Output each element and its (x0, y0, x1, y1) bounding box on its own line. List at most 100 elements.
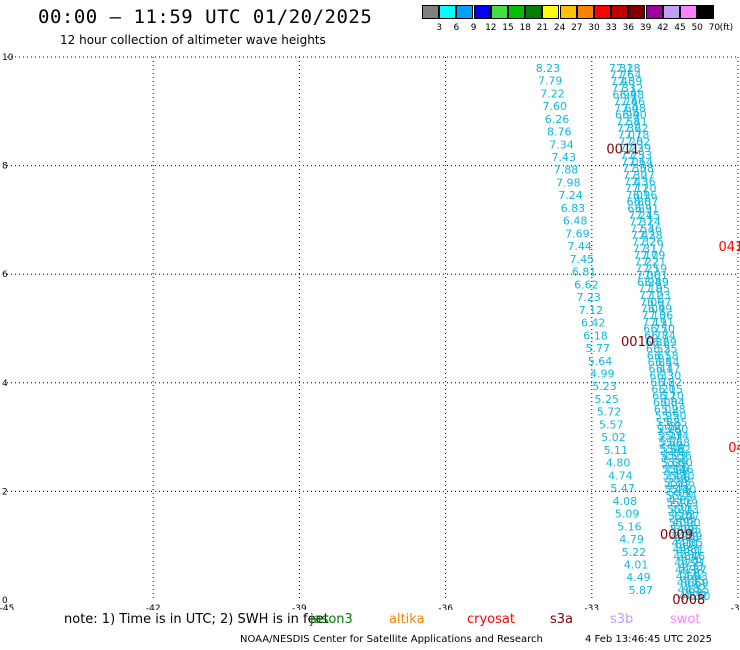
swh-value-label: 6.58 (654, 349, 679, 362)
swh-value-label: 7.12 (579, 304, 604, 317)
swh-value-label: 5.11 (675, 538, 700, 551)
swh-value-label: 7.38 (638, 229, 663, 242)
swh-value-label: 5.23 (592, 380, 617, 393)
swh-value-label: 4.76 (678, 553, 703, 566)
legend-level-label: 50 (691, 23, 703, 33)
swh-value-label: 7.29 (627, 142, 652, 155)
satellite-cryosat: cryosat (467, 612, 515, 627)
swh-value-label: 6.30 (657, 369, 682, 382)
swh-value-label: 5.27 (666, 496, 691, 509)
swh-value-label: 7.33 (611, 82, 636, 95)
swh-value-label: 7.09 (641, 249, 666, 262)
swh-value-label: 5.14 (668, 510, 693, 523)
swh-value-label: 5.53 (660, 450, 685, 463)
swh-value-label: 7.60 (542, 100, 567, 113)
swh-value-label: 7.23 (619, 142, 644, 155)
swh-value-label: 4.62 (669, 494, 694, 507)
swh-value-label: 4.63 (683, 570, 708, 583)
swh-value-label: 5.40 (670, 470, 695, 483)
swh-value-label: 7.44 (567, 240, 592, 253)
legend-swatch (576, 5, 594, 19)
swh-value-label: 4.99 (590, 367, 615, 380)
swh-value-label: 4.74 (608, 469, 633, 482)
swh-value-label: 7.05 (645, 282, 670, 295)
swh-value-label: 7.24 (628, 209, 653, 222)
legend-level-label: 21 (536, 23, 549, 33)
swh-value-label: 4.84 (673, 550, 698, 563)
swh-value-label: 5.62 (658, 420, 683, 433)
legend-swatch (525, 5, 543, 19)
swh-value-label: 5.25 (595, 393, 620, 406)
legend-level-label: 12 (485, 23, 497, 33)
swh-value-label: 7.17 (640, 242, 665, 255)
swh-value-label: 5.00 (676, 516, 701, 529)
swh-value-label: 7.11 (650, 316, 675, 329)
legend-level-label: 70 (708, 23, 721, 33)
swh-value-label: 7.74 (613, 95, 638, 108)
legend-swatch (542, 5, 560, 19)
swh-value-label: 7.34 (549, 138, 574, 151)
swh-value-label: 5.11 (604, 444, 629, 457)
satellite-s3a: s3a (550, 612, 574, 627)
swh-value-label: 6.12 (652, 389, 677, 402)
swh-value-label: 7.88 (554, 164, 579, 177)
swh-value-label: 7.41 (623, 115, 648, 128)
swh-value-label: 5.76 (656, 423, 681, 436)
swh-value-label: 6.18 (583, 329, 608, 342)
legend-level-label: 3 (436, 23, 443, 33)
legend-level-label: 39 (639, 23, 652, 33)
swh-value-label: 6.41 (649, 363, 674, 376)
pass-number-label: 0011 (606, 142, 639, 157)
swh-value-label: 6.22 (658, 376, 683, 389)
swh-value-label: 6.97 (647, 296, 672, 309)
pass-number-label: 0009 (660, 528, 693, 543)
legend-level-label: 42 (657, 23, 669, 33)
legend-level-label: 6 (453, 23, 460, 33)
swh-value-label: 4.81 (680, 543, 705, 556)
legend-swatch (490, 5, 508, 19)
swh-value-label: 7.06 (640, 296, 665, 309)
swh-value-label: 5.07 (675, 510, 700, 523)
swh-value-label: 6.08 (653, 396, 678, 409)
legend-unit: (ft) (719, 23, 734, 33)
legend-swatch (645, 5, 663, 19)
swh-value-label: 4.01 (624, 559, 649, 572)
swh-value-label: 5.09 (669, 516, 694, 529)
swh-value-label: 4.50 (686, 590, 711, 603)
lon-tick-label: -42 (146, 604, 161, 610)
swh-value-label: 6.99 (648, 303, 673, 316)
swh-value-label: 5.39 (663, 457, 688, 470)
swh-value-label: 6.94 (612, 89, 637, 102)
swh-value-label: 6.15 (658, 383, 683, 396)
swh-value-label: 5.06 (673, 523, 698, 536)
swh-value-label: 5.90 (662, 410, 687, 423)
swh-value-label: 4.66 (677, 577, 702, 590)
swh-value-label: 5.85 (663, 416, 688, 429)
legend-level-label: 9 (470, 23, 477, 33)
swh-value-label: 7.54 (617, 69, 642, 82)
swh-value-label: 4.67 (682, 563, 707, 576)
swh-value-label: 6.74 (651, 329, 676, 342)
swh-value-label: 5.32 (665, 490, 690, 503)
swh-value-label: 5.56 (667, 450, 692, 463)
swh-value-label: 5.57 (599, 418, 624, 431)
swh-value-label: 4.08 (613, 495, 638, 508)
swh-value-label: 7.31 (629, 216, 654, 229)
swh-value-label: 5.98 (661, 403, 686, 416)
swh-value-label: 4.96 (665, 472, 690, 485)
swh-value-label: 4.88 (672, 543, 697, 556)
swh-value-label: 4.91 (672, 537, 697, 550)
lat-tick-label: 2 (2, 487, 8, 497)
footer-note: note: 1) Time is in UTC; 2) SWH is in fe… (64, 612, 329, 627)
swh-value-label: 7.76 (610, 69, 635, 82)
lon-tick-label: -39 (292, 604, 307, 610)
swh-value-label: 7.43 (552, 151, 577, 164)
swh-value-label: 4.76 (681, 550, 706, 563)
wave-height-map: -45-42-39-36-33-3002468108.237.797.227.6… (0, 53, 740, 610)
pass-number-label: 0010 (621, 335, 654, 350)
swh-value-label: 7.43 (624, 176, 649, 189)
swh-value-label: 4.69 (676, 570, 701, 583)
swh-value-label: 5.22 (680, 567, 705, 580)
swh-value-label: 6.33 (649, 369, 674, 382)
swh-value-label: 7.15 (636, 209, 661, 222)
